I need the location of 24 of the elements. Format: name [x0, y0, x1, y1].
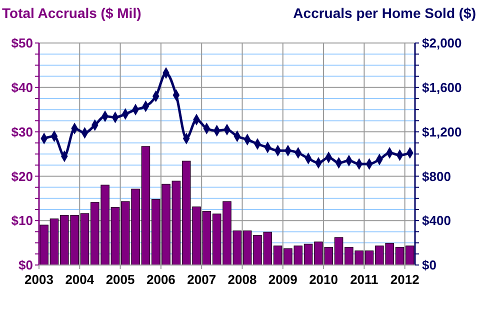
y2-tick-label: $1,600 — [422, 80, 462, 95]
y2-tick-label: $1,200 — [422, 124, 462, 140]
y-axis-title: Total Accruals ($ Mil) — [2, 5, 142, 21]
y2-tick-label: $400 — [422, 213, 451, 228]
x-tick-label: 2010 — [309, 272, 338, 287]
y-tick-label: $30 — [11, 124, 33, 140]
y-tick-label: $50 — [11, 36, 33, 51]
x-tick-label: 2008 — [228, 272, 257, 287]
y-tick-label: $20 — [11, 168, 33, 184]
x-tick-label: 2009 — [268, 272, 298, 287]
y2-tick-label: $0 — [422, 258, 436, 273]
x-tick-label: 2012 — [390, 272, 420, 287]
x-tick-label: 2007 — [187, 272, 216, 287]
x-tick-label: 2004 — [65, 272, 95, 287]
y-tick-label: $10 — [11, 213, 33, 228]
x-tick-label: 2005 — [106, 272, 135, 287]
x-tick-label: 2011 — [350, 272, 378, 287]
y-tick-label: $40 — [11, 80, 33, 95]
y2-tick-label: $2,000 — [422, 36, 462, 51]
y-tick-label: $0 — [18, 258, 33, 273]
x-tick-label: 2006 — [146, 272, 176, 287]
x-tick-label: 2003 — [24, 272, 54, 287]
y2-axis-title: Accruals per Home Sold ($) — [293, 5, 476, 21]
y2-tick-label: $800 — [422, 168, 451, 184]
